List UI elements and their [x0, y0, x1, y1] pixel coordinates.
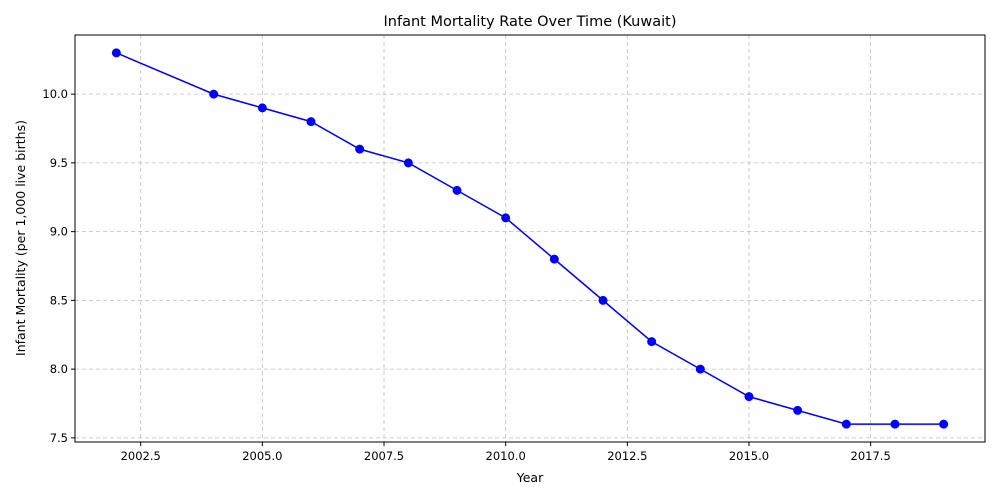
y-axis-label: Infant Mortality (per 1,000 live births) [13, 120, 28, 356]
x-tick-label: 2007.5 [364, 449, 404, 463]
plot-layer [111, 48, 949, 429]
data-point [403, 158, 413, 168]
data-point [793, 405, 803, 415]
data-point [549, 254, 559, 264]
grid-layer [75, 35, 985, 442]
data-point [355, 144, 365, 154]
data-point [306, 117, 316, 127]
y-tick-label: 8.0 [50, 362, 68, 376]
x-tick-label: 2017.5 [851, 449, 891, 463]
data-point [647, 337, 657, 347]
plot-frame [74, 34, 986, 443]
x-tick-label: 2002.5 [121, 449, 161, 463]
data-point [209, 89, 219, 99]
data-point [890, 419, 900, 429]
data-point [111, 48, 121, 58]
x-axis-label: Year [516, 470, 544, 485]
data-point [452, 185, 462, 195]
x-tick-label: 2012.5 [607, 449, 647, 463]
data-point [501, 213, 511, 223]
y-tick-label: 8.5 [50, 293, 68, 307]
chart-title: Infant Mortality Rate Over Time (Kuwait) [384, 14, 677, 30]
x-tick-label: 2010.0 [486, 449, 526, 463]
x-tick-label: 2015.0 [729, 449, 769, 463]
data-point [841, 419, 851, 429]
tick-layer: 2002.5 2005.0 2007.5 2010.0 2012.5 2015.0 2017… [42, 87, 890, 463]
y-tick-label: 7.5 [50, 431, 68, 445]
data-point [695, 364, 705, 374]
data-point [744, 392, 754, 402]
data-point [939, 419, 949, 429]
x-tick-label: 2005.0 [242, 449, 282, 463]
y-tick-label: 9.0 [50, 225, 68, 239]
y-tick-label: 10.0 [42, 87, 68, 101]
data-point [257, 103, 267, 113]
series-line [116, 52, 944, 425]
y-tick-label: 9.5 [50, 156, 68, 170]
data-point [598, 295, 608, 305]
